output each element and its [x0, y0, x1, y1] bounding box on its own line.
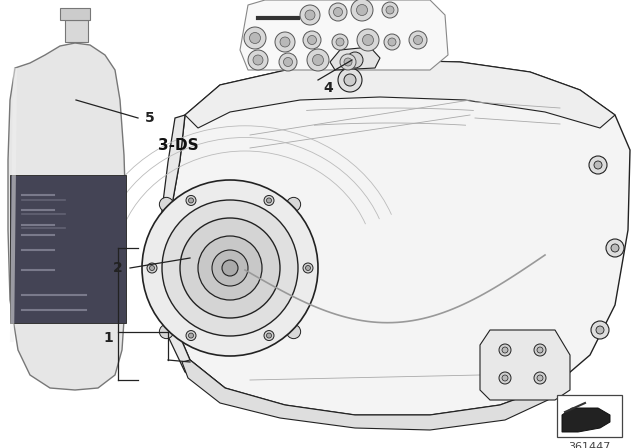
Circle shape [388, 38, 396, 46]
Circle shape [336, 38, 344, 46]
Circle shape [244, 27, 266, 49]
Circle shape [280, 37, 290, 47]
Circle shape [150, 266, 154, 271]
Circle shape [279, 53, 297, 71]
Circle shape [384, 34, 400, 50]
Circle shape [386, 6, 394, 14]
Circle shape [351, 0, 373, 21]
Circle shape [264, 331, 274, 340]
Circle shape [180, 218, 280, 318]
Polygon shape [158, 115, 225, 395]
Circle shape [333, 8, 342, 17]
Circle shape [189, 198, 193, 203]
Circle shape [344, 58, 352, 66]
Text: 5: 5 [145, 111, 155, 125]
Circle shape [307, 35, 317, 44]
Circle shape [248, 50, 268, 70]
Circle shape [284, 57, 292, 66]
Circle shape [502, 347, 508, 353]
Circle shape [266, 333, 271, 338]
Circle shape [499, 344, 511, 356]
Text: 3-DS: 3-DS [157, 138, 198, 152]
Polygon shape [480, 330, 570, 400]
Circle shape [198, 236, 262, 300]
Circle shape [147, 263, 157, 273]
Circle shape [413, 35, 422, 44]
Circle shape [186, 331, 196, 340]
Circle shape [142, 180, 318, 356]
Circle shape [307, 49, 329, 71]
Circle shape [159, 198, 173, 211]
Circle shape [332, 34, 348, 50]
Circle shape [338, 68, 362, 92]
Circle shape [356, 4, 367, 16]
Circle shape [303, 31, 321, 49]
Circle shape [534, 372, 546, 384]
Circle shape [275, 32, 295, 52]
Circle shape [287, 325, 301, 339]
Circle shape [162, 200, 298, 336]
Circle shape [382, 2, 398, 18]
Circle shape [409, 31, 427, 49]
Circle shape [606, 239, 624, 257]
Circle shape [253, 55, 263, 65]
Circle shape [502, 375, 508, 381]
Circle shape [596, 326, 604, 334]
Circle shape [589, 156, 607, 174]
Text: 4: 4 [323, 81, 333, 95]
Circle shape [534, 344, 546, 356]
Bar [557, 395, 622, 437]
Circle shape [305, 266, 310, 271]
Polygon shape [240, 0, 448, 70]
Circle shape [347, 52, 363, 68]
Polygon shape [562, 408, 610, 432]
Circle shape [594, 161, 602, 169]
Bar [10, 175, 126, 323]
Circle shape [357, 29, 379, 51]
Circle shape [300, 5, 320, 25]
Circle shape [305, 10, 315, 20]
Circle shape [344, 74, 356, 86]
Circle shape [222, 260, 238, 276]
Polygon shape [168, 60, 630, 415]
Circle shape [189, 333, 193, 338]
Circle shape [537, 347, 543, 353]
Circle shape [537, 375, 543, 381]
Circle shape [591, 321, 609, 339]
Circle shape [287, 198, 301, 211]
Circle shape [340, 54, 356, 70]
Polygon shape [182, 360, 555, 430]
Text: 2: 2 [113, 261, 123, 275]
Circle shape [329, 3, 347, 21]
Circle shape [362, 34, 374, 46]
Circle shape [250, 33, 260, 43]
Circle shape [159, 325, 173, 339]
Circle shape [186, 195, 196, 206]
Polygon shape [8, 43, 126, 390]
Polygon shape [65, 20, 88, 42]
Circle shape [303, 263, 313, 273]
Text: 361447: 361447 [568, 442, 611, 448]
Circle shape [312, 55, 323, 65]
Circle shape [499, 372, 511, 384]
Polygon shape [185, 60, 615, 128]
Circle shape [266, 198, 271, 203]
Polygon shape [60, 8, 90, 20]
Text: 1: 1 [103, 331, 113, 345]
Polygon shape [330, 47, 380, 70]
Circle shape [611, 244, 619, 252]
Circle shape [264, 195, 274, 206]
Circle shape [212, 250, 248, 286]
